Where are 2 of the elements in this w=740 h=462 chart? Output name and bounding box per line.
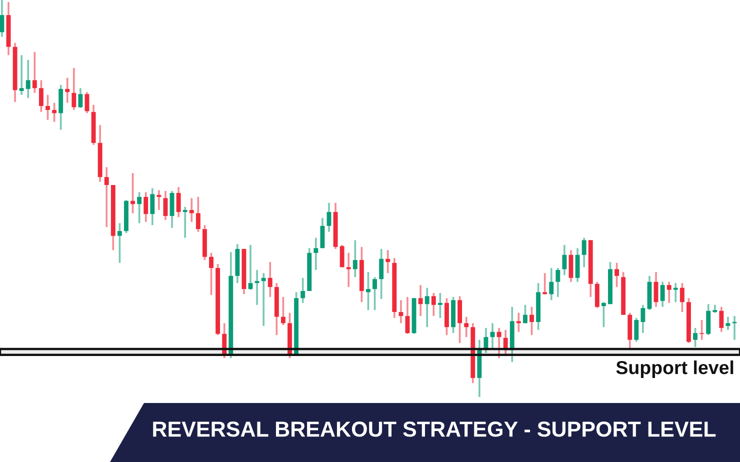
- text: REVERSAL BREAKOUT STRATEGY - SUPPORT LEVEL: [153, 422, 716, 437]
- band-label: Support level: [616, 360, 734, 378]
